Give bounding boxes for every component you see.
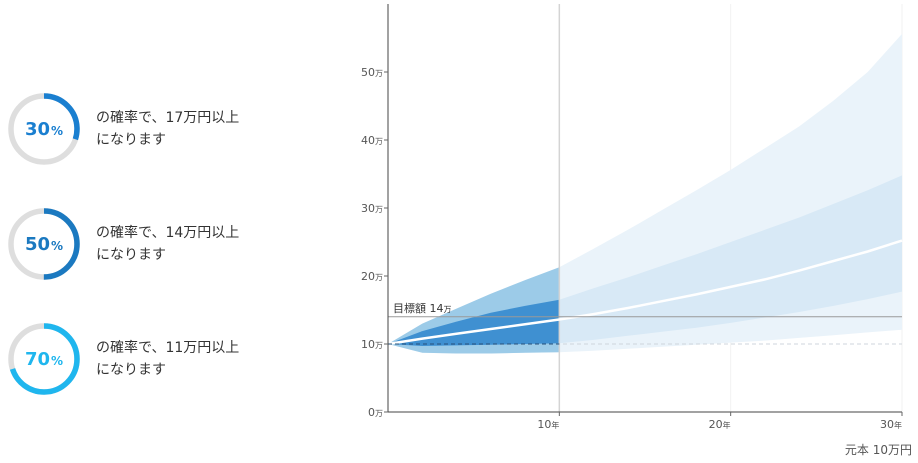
probability-item: 50% の確率で、14万円以上 になります bbox=[6, 206, 336, 286]
forecast-chart: 目標額 14万 0万 10万 20万 30万 40万 50万 10年 20年 30年元本 10万円 bbox=[345, 0, 918, 459]
probability-description: の確率で、14万円以上 になります bbox=[96, 222, 239, 266]
principal-caption: 元本 10万円 bbox=[845, 443, 912, 457]
y-tick-label: 20万 bbox=[361, 270, 383, 283]
probability-value: 30% bbox=[24, 118, 64, 140]
probability-ring: 30% bbox=[6, 91, 82, 167]
target-label: 目標額 14万 bbox=[393, 301, 452, 315]
probability-ring-gauge bbox=[8, 208, 80, 280]
y-tick-label: 10万 bbox=[361, 338, 383, 351]
probability-value: 70% bbox=[24, 348, 64, 370]
inner-band bbox=[388, 175, 902, 346]
probability-ring-gauge bbox=[8, 323, 80, 395]
description-line-2: になります bbox=[96, 362, 166, 378]
probability-item: 30% の確率で、17万円以上 になります bbox=[6, 91, 336, 171]
inner-band-highlight bbox=[388, 299, 560, 346]
description-line-2: になります bbox=[96, 247, 166, 263]
x-tick-label: 30年 bbox=[880, 418, 902, 431]
description-line-1: の確率で、17万円以上 bbox=[96, 110, 240, 126]
probability-ring-gauge bbox=[8, 93, 80, 165]
description-line-1: の確率で、14万円以上 bbox=[96, 225, 240, 241]
y-tick-label: 50万 bbox=[361, 66, 383, 79]
median-line bbox=[387, 239, 903, 346]
probability-description: の確率で、11万円以上 になります bbox=[96, 337, 239, 381]
description-line-1: の確率で、11万円以上 bbox=[96, 340, 240, 356]
probability-value: 50% bbox=[24, 233, 64, 255]
y-tick-label: 40万 bbox=[361, 134, 383, 147]
probability-ring: 50% bbox=[6, 206, 82, 282]
probability-description: の確率で、17万円以上 になります bbox=[96, 107, 239, 151]
y-tick-label: 0万 bbox=[368, 406, 383, 419]
x-tick-label: 10年 bbox=[537, 418, 559, 431]
x-tick-label: 20年 bbox=[709, 418, 731, 431]
probability-list: 30% の確率で、17万円以上 になります 50% の確率で、14万円以上 にな… bbox=[0, 0, 340, 459]
y-tick-label: 30万 bbox=[361, 202, 383, 215]
description-line-2: になります bbox=[96, 132, 166, 148]
probability-ring: 70% bbox=[6, 321, 82, 397]
probability-item: 70% の確率で、11万円以上 になります bbox=[6, 321, 336, 401]
